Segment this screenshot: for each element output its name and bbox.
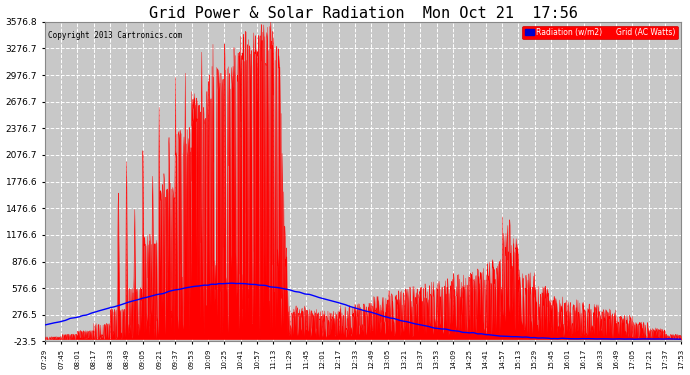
Legend: Radiation (w/m2), Grid (AC Watts): Radiation (w/m2), Grid (AC Watts) xyxy=(522,26,678,39)
Title: Grid Power & Solar Radiation  Mon Oct 21  17:56: Grid Power & Solar Radiation Mon Oct 21 … xyxy=(148,6,578,21)
Text: Copyright 2013 Cartronics.com: Copyright 2013 Cartronics.com xyxy=(48,32,182,40)
